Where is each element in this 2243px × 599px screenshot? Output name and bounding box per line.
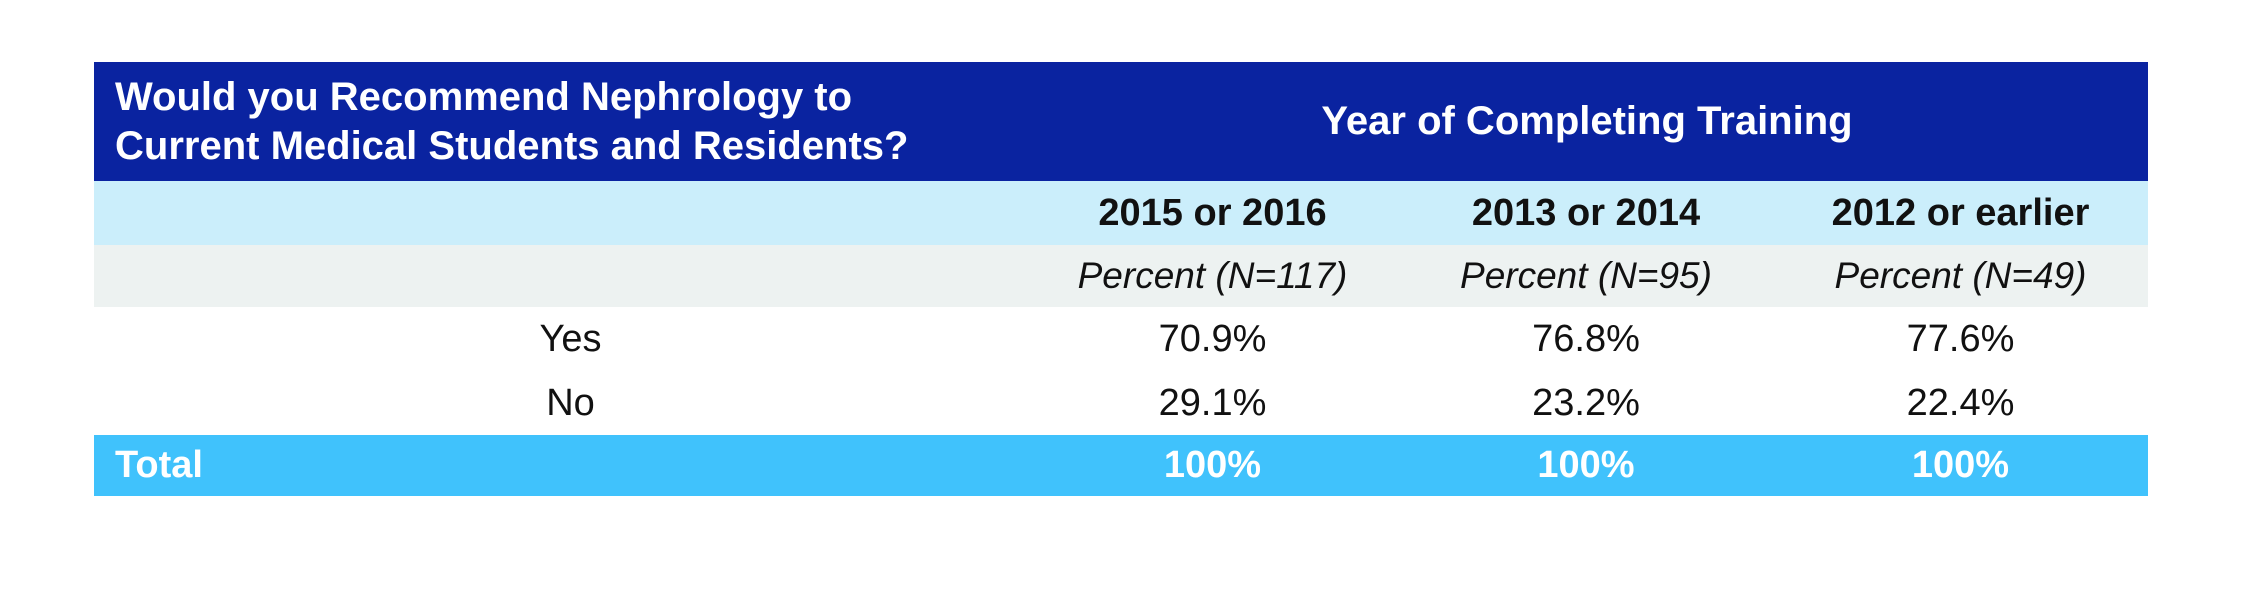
empty-corner-cell [94,181,1026,245]
subheader-n49: Percent (N=49) [1773,245,2149,307]
yes-value-2012-earlier: 77.6% [1773,307,2149,371]
total-value-2015-2016: 100% [1026,435,1399,496]
nephrology-recommendation-table: Would you Recommend Nephrology to Curren… [94,62,2149,496]
column-header-2012-earlier: 2012 or earlier [1773,181,2149,245]
year-columns-row: 2015 or 2016 2013 or 2014 2012 or earlie… [94,181,2149,245]
header-row: Would you Recommend Nephrology to Curren… [94,62,2149,181]
table-row-yes: Yes 70.9% 76.8% 77.6% [94,307,2149,371]
table-row-no: No 29.1% 23.2% 22.4% [94,371,2149,435]
total-value-2012-earlier: 100% [1773,435,2149,496]
yes-value-2013-2014: 76.8% [1399,307,1773,371]
empty-cell [94,245,1026,307]
row-label-no: No [94,371,1026,435]
row-label-yes: Yes [94,307,1026,371]
no-value-2015-2016: 29.1% [1026,371,1399,435]
column-header-2015-2016: 2015 or 2016 [1026,181,1399,245]
table-row-total: Total 100% 100% 100% [94,435,2149,496]
table-question: Would you Recommend Nephrology to Curren… [94,62,1026,181]
subheader-n117: Percent (N=117) [1026,245,1399,307]
column-header-2013-2014: 2013 or 2014 [1399,181,1773,245]
percent-subheader-row: Percent (N=117) Percent (N=95) Percent (… [94,245,2149,307]
subheader-n95: Percent (N=95) [1399,245,1773,307]
total-value-2013-2014: 100% [1399,435,1773,496]
no-value-2012-earlier: 22.4% [1773,371,2149,435]
row-label-total: Total [94,435,1026,496]
no-value-2013-2014: 23.2% [1399,371,1773,435]
group-header: Year of Completing Training [1026,62,2149,181]
yes-value-2015-2016: 70.9% [1026,307,1399,371]
